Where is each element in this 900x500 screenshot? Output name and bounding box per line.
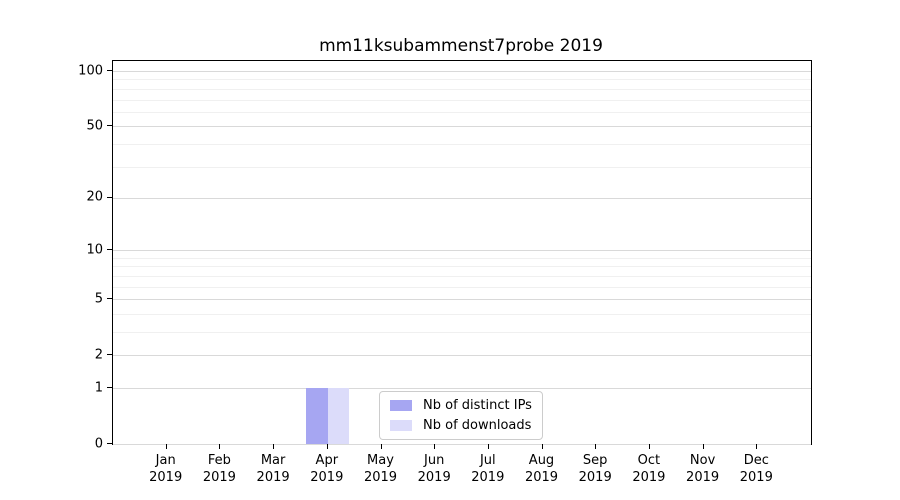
bar-distinct-ips — [306, 388, 328, 444]
y-axis-tick — [107, 354, 112, 356]
gridline-major — [113, 126, 811, 128]
y-axis-tick-label: 50 — [86, 118, 103, 134]
x-axis-tick-label: Dec 2019 — [739, 453, 773, 485]
gridline-minor — [113, 257, 811, 259]
y-axis-tick — [107, 443, 112, 444]
gridline-minor — [113, 143, 811, 145]
x-axis-tick — [273, 444, 275, 449]
x-axis-tick — [756, 444, 758, 449]
x-axis-tick-label: Aug 2019 — [524, 453, 559, 485]
y-axis-tick — [107, 387, 112, 388]
gridline-minor — [113, 79, 811, 81]
x-axis-tick-label: Jul 2019 — [471, 453, 505, 485]
y-axis-tick — [107, 196, 112, 198]
bar-downloads — [327, 388, 350, 444]
chart-title: mm11ksubammenst7probe 2019 — [319, 36, 603, 56]
x-axis-tick — [702, 444, 704, 449]
y-axis-tick-label: 10 — [86, 242, 103, 258]
x-axis-tick — [541, 444, 543, 449]
gridline-minor — [113, 166, 811, 168]
x-axis-tick — [326, 444, 328, 449]
gridline-major — [113, 299, 811, 301]
x-axis-tick — [487, 444, 489, 449]
legend-label-downloads: Nb of downloads — [423, 418, 532, 433]
y-axis-tick-label: 20 — [86, 189, 103, 205]
gridline-major — [113, 250, 811, 252]
gridline-minor — [113, 266, 811, 268]
x-axis-tick-label: Nov 2019 — [686, 453, 720, 485]
y-axis-tick — [107, 125, 112, 127]
legend: Nb of distinct IPs Nb of downloads — [379, 391, 543, 440]
x-axis-tick — [219, 444, 221, 449]
x-axis-tick — [648, 444, 650, 449]
legend-item-downloads: Nb of downloads — [390, 418, 532, 433]
x-axis-tick-label: Jun 2019 — [417, 453, 451, 485]
x-axis-tick-label: Feb 2019 — [202, 453, 236, 485]
legend-swatch-distinct-ips — [390, 400, 412, 411]
x-axis-tick-label: May 2019 — [363, 453, 398, 485]
x-axis-tick-label: Mar 2019 — [256, 453, 290, 485]
gridline-major — [113, 197, 811, 199]
y-axis-tick-label: 1 — [94, 380, 103, 395]
gridline-major — [113, 444, 811, 445]
gridline-minor — [113, 332, 811, 333]
x-axis-tick-label: Oct 2019 — [632, 453, 666, 485]
gridline-major — [113, 71, 811, 72]
y-axis-tick — [107, 249, 112, 251]
legend-label-distinct-ips: Nb of distinct IPs — [423, 398, 532, 413]
gridline-major — [113, 355, 811, 357]
x-axis-tick — [595, 444, 597, 449]
y-axis-tick-label: 0 — [94, 436, 103, 451]
gridline-minor — [113, 111, 811, 113]
gridline-minor — [113, 88, 811, 90]
x-axis-tick-label: Sep 2019 — [578, 453, 612, 485]
gridline-minor — [113, 275, 811, 277]
gridline-major — [113, 388, 811, 389]
y-axis-tick — [107, 70, 112, 71]
gridline-minor — [113, 99, 811, 101]
legend-swatch-downloads — [390, 420, 412, 431]
y-axis-tick-label: 2 — [94, 347, 103, 363]
gridline-minor — [113, 313, 811, 315]
x-axis-tick — [434, 444, 436, 449]
x-axis-tick — [165, 444, 167, 449]
y-axis-tick — [107, 298, 112, 300]
legend-item-distinct-ips: Nb of distinct IPs — [390, 398, 532, 413]
x-axis-tick — [380, 444, 382, 449]
x-axis-tick-label: Jan 2019 — [149, 453, 183, 485]
x-axis-tick-label: Apr 2019 — [310, 453, 344, 485]
plot-area: Nb of distinct IPs Nb of downloads — [112, 60, 812, 445]
y-axis-tick-label: 100 — [78, 63, 103, 78]
y-axis-tick-label: 5 — [94, 291, 103, 307]
gridline-minor — [113, 286, 811, 288]
